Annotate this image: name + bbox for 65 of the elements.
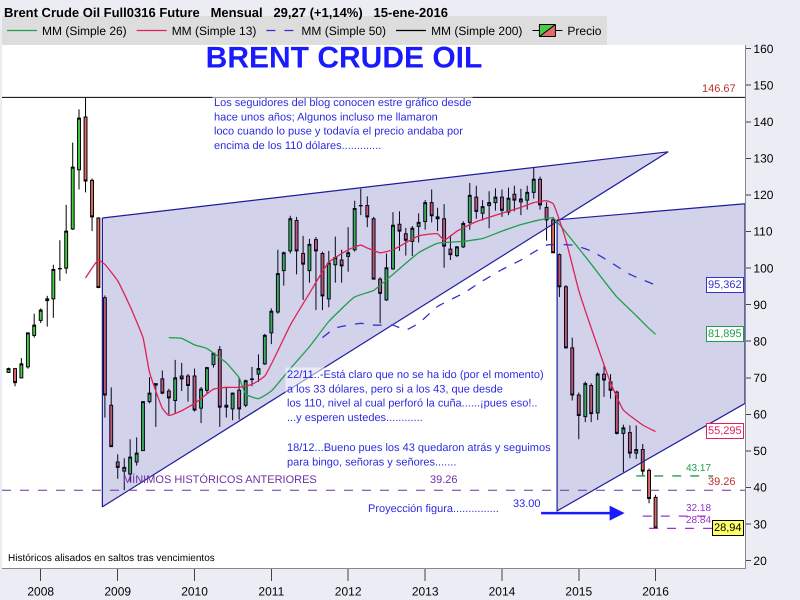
candlestick (96, 216, 100, 289)
legend-label: MM (Simple 13) (172, 24, 256, 38)
candlestick (26, 332, 30, 370)
legend-label: Precio (567, 24, 602, 38)
annotation: Proyección figura............... (368, 503, 499, 515)
ref-line-label: 39.26 (708, 476, 736, 488)
candlestick (6, 367, 10, 374)
y-tick-label: 100 (753, 261, 774, 276)
ref-line-label: 146.67 (702, 83, 736, 95)
candlestick (64, 204, 68, 274)
data-label: 28.84 (686, 515, 712, 526)
candlestick (45, 295, 50, 328)
annotation: 28,94 (714, 522, 742, 534)
legend-label: MM (Simple 200) (431, 24, 522, 38)
y-tick-label: 60 (753, 408, 768, 422)
line-series (84, 200, 656, 432)
line-series (168, 217, 656, 400)
x-tick-label: 2014 (488, 584, 516, 598)
data-label: 32.18 (686, 503, 712, 514)
annotation: 22/11..-Está claro que no se ha ido (por el momento) a los 33 dólares, pero si a los 43, que desde los 110, nivel al cual perforó la cuña......¡pues eso!.. ...y esperen ustedes............ (287, 369, 544, 424)
y-tick-label: 140 (753, 115, 774, 129)
x-tick-label: 2008 (27, 584, 54, 598)
annotation: 18/12...Bueno pues los 43 quedaron atrás y seguimos para bingo, señoras y señores....... (287, 442, 552, 468)
annotation: Los seguidores del blog conocen estre gráfico desde hace unos años; Algunos incluso me llamaron loco cuando lo puse y todavía el precio andaba por encima de los 110 dólares............. (214, 97, 472, 152)
annotation: 33.00 (513, 498, 541, 510)
x-tick-label: 2015 (565, 584, 592, 598)
y-tick-label: 120 (753, 188, 774, 202)
candlestick (58, 240, 62, 282)
annotation: 39.26 (430, 474, 458, 486)
candlestick (654, 494, 658, 529)
candlestick (32, 313, 36, 338)
x-tick-label: 2011 (258, 584, 285, 598)
x-tick-label: 2013 (412, 584, 439, 598)
legend-label: MM (Simple 26) (42, 24, 127, 38)
candlestick (90, 178, 94, 232)
y-tick-label: 90 (753, 298, 768, 312)
y-tick-label: 40 (753, 480, 768, 495)
candlestick (77, 108, 81, 190)
y-tick-label: 130 (753, 152, 774, 166)
candlestick (70, 142, 75, 231)
annotation: 55,295 (708, 425, 742, 437)
y-tick-label: 110 (753, 224, 773, 239)
y-tick-label: 70 (753, 371, 768, 386)
x-tick-label: 2016 (642, 584, 670, 598)
y-tick-label: 20 (753, 554, 768, 568)
candlestick (647, 468, 651, 504)
candlestick (19, 358, 24, 380)
y-tick-label: 30 (753, 517, 768, 532)
data-label: 43.17 (686, 463, 712, 474)
x-tick-label: 2010 (181, 584, 208, 598)
candlestick (38, 308, 43, 324)
candlestick (13, 368, 17, 387)
chart-subtitle: Brent Crude Oil Full0316 Future Mensual 29,27 (+1,14%) 15-ene-2016 (4, 5, 448, 20)
y-tick-label: 80 (753, 334, 768, 348)
annotation: 81,895 (708, 328, 742, 340)
annotation: 95,362 (708, 279, 742, 291)
legend-label: MM (Simple 50) (301, 24, 386, 38)
x-tick-label: 2009 (104, 584, 132, 598)
y-tick-label: 150 (753, 78, 774, 92)
chart-title: BRENT CRUDE OIL (206, 42, 482, 74)
y-tick-label: 50 (753, 444, 768, 458)
y-tick-label: 160 (753, 42, 774, 56)
candlestick (51, 264, 56, 318)
x-tick-label: 2012 (334, 584, 362, 598)
annotation: Históricos alisados en saltos tras vencimientos (8, 553, 215, 564)
